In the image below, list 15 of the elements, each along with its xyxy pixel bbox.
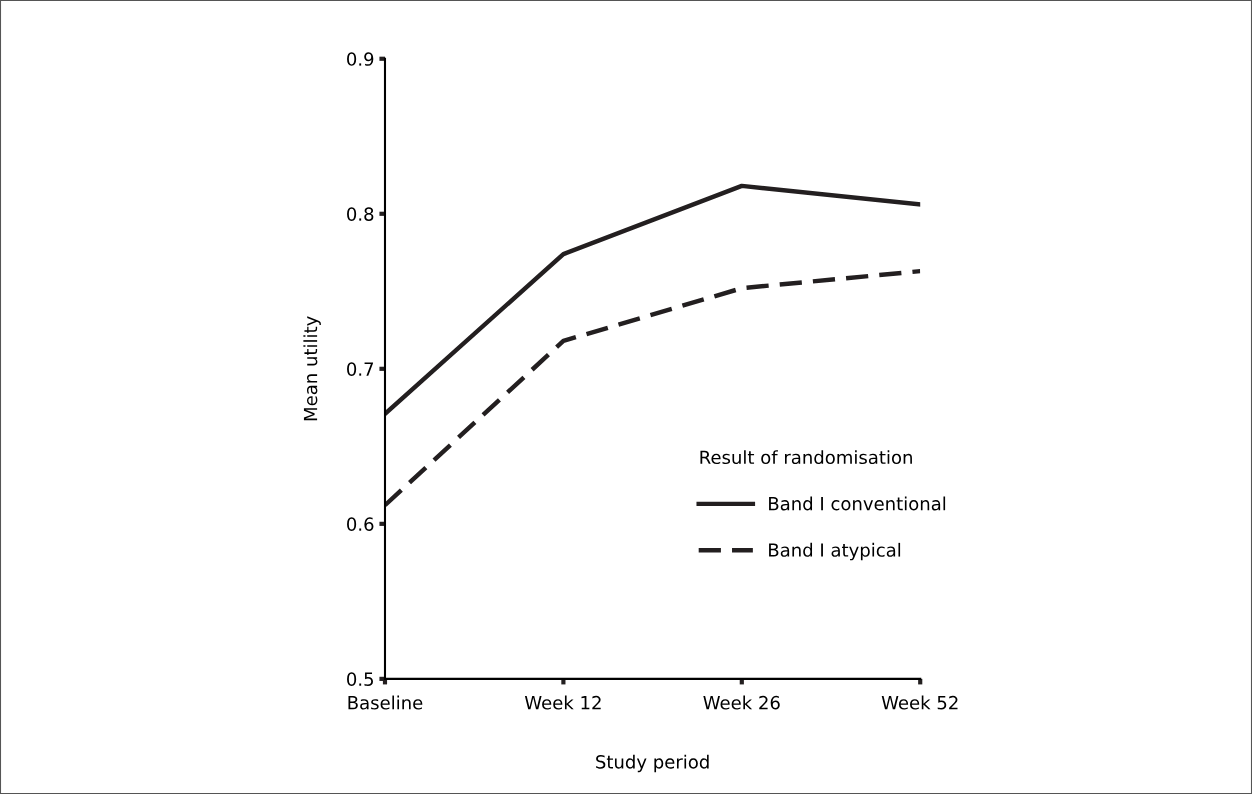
x-tick-label: Week 52	[881, 695, 958, 710]
x-tick-label: Week 12	[524, 695, 601, 710]
y-tick-label: 0.5	[347, 672, 373, 686]
y-tick-label: 0.8	[347, 207, 374, 221]
x-tick-label: Baseline	[348, 695, 423, 710]
x-axis-title: Study period	[596, 754, 709, 773]
y-tick-label: 0.7	[347, 362, 374, 376]
y-tick-label: 0.9	[347, 52, 374, 66]
legend-label: Band I atypical	[769, 542, 901, 561]
legend-label: Band I conventional	[769, 496, 946, 511]
legend-title: Result of randomisation	[700, 450, 912, 465]
x-tick-label: Week 26	[703, 695, 780, 710]
line-series	[384, 183, 921, 416]
y-axis-title: Mean utility	[303, 316, 321, 421]
y-tick-label: 0.6	[347, 517, 374, 531]
